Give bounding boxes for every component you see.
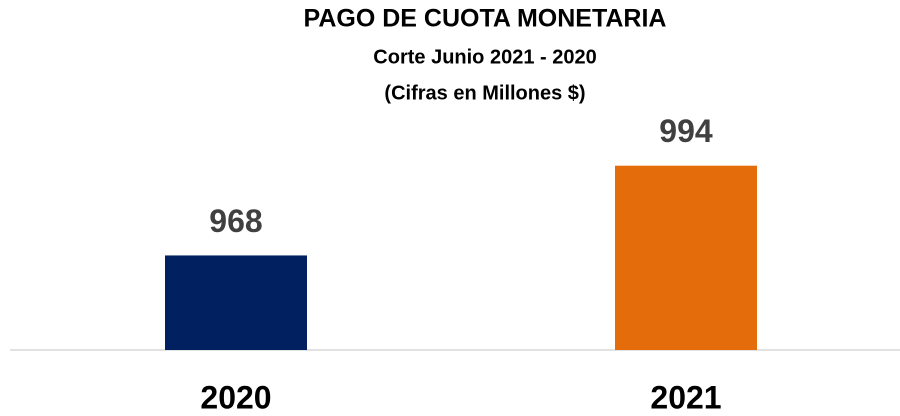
x-tick-label: 2020 [200,379,271,415]
chart-title: PAGO DE CUOTA MONETARIA [304,5,667,33]
bar [165,255,307,350]
chart-subtitle: (Cifras en Millones $) [384,82,585,104]
chart-subtitle: Corte Junio 2021 - 2020 [373,46,596,68]
x-tick-label: 2021 [650,379,721,415]
value-label: 994 [659,113,713,149]
bar [615,165,757,350]
value-label: 968 [209,203,262,239]
